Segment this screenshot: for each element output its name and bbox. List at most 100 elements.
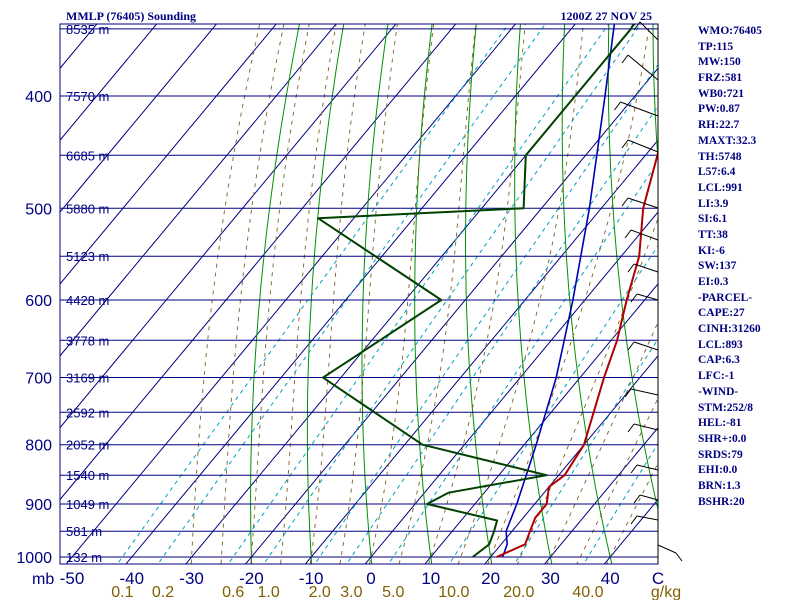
wind-barb <box>636 515 659 521</box>
mixing-ratio-label: 40.0 <box>572 584 603 600</box>
dry-adiabat-line <box>306 24 345 564</box>
height-level-label: 132 m <box>66 550 102 565</box>
isotherm-line <box>424 283 658 564</box>
mixing-ratio-line <box>513 338 658 564</box>
wind-barb <box>639 21 659 41</box>
dry-adiabat-lines <box>250 24 658 564</box>
wind-barb <box>636 464 659 471</box>
pressure-tick-label: 1000 <box>16 550 52 567</box>
height-level-label: 5123 m <box>66 249 109 264</box>
index-line: EI:0.3 <box>698 276 729 288</box>
wind-barb <box>627 197 659 209</box>
height-level-label: 7570 m <box>66 89 109 104</box>
temperature-tick-label: 0 <box>366 569 375 588</box>
temperature-tick-label: 40 <box>601 569 620 588</box>
index-line: L57:6.4 <box>698 166 736 179</box>
height-level-label: 1540 m <box>66 468 109 483</box>
index-line: -WIND- <box>698 385 739 398</box>
pressure-tick-label: 800 <box>25 438 52 455</box>
wind-barb-flag <box>627 341 635 351</box>
isotherm-line <box>60 24 158 141</box>
sounding-profiles <box>317 24 658 558</box>
mixing-ratio-label: 20.0 <box>503 584 534 600</box>
temperature-line <box>496 148 658 558</box>
moist-adiabat-line <box>280 24 337 564</box>
mixing-ratio-line <box>116 24 510 564</box>
wind-barb-flag <box>627 423 635 433</box>
isotherm-lines <box>0 0 658 582</box>
wind-barb-flag <box>630 293 638 303</box>
index-line: RH:22.7 <box>698 119 740 132</box>
mixing-ratio-label: 0.1 <box>111 584 133 600</box>
isotherm-line <box>60 24 337 357</box>
index-line: WB0:721 <box>698 87 744 100</box>
index-line: PW:0.87 <box>698 103 740 116</box>
height-level-label: 2592 m <box>66 405 109 420</box>
mixing-ratio-lines <box>116 24 658 564</box>
mixing-ratio-line <box>157 24 547 564</box>
wind-barb-flag <box>627 263 635 273</box>
index-line: SI:6.1 <box>698 213 728 226</box>
isotherm-line <box>0 0 602 582</box>
dry-adiabat-line <box>361 24 389 564</box>
mixing-ratio-axis: 0.1 0.2 0.6 1.0 2.0 3.0 5.0 10.0 20.0 40.0 g/kg <box>111 584 681 600</box>
moist-adiabat-line <box>487 24 650 564</box>
moist-adiabat-line <box>250 24 310 564</box>
wind-barb <box>633 263 659 273</box>
mixing-ratio-line <box>346 105 658 564</box>
height-level-label: 8535 m <box>66 22 109 37</box>
mixing-ratio-label: 0.6 <box>222 584 244 600</box>
index-line: WMO:76405 <box>698 25 762 37</box>
wind-barb <box>639 494 659 501</box>
moist-adiabat-line <box>309 24 366 564</box>
wind-barb-flag <box>633 21 641 31</box>
temperature-tick-label: -50 <box>60 569 85 588</box>
wind-barb-flag <box>624 388 632 398</box>
moist-adiabat-line <box>368 24 435 564</box>
wind-barb-flag <box>624 229 632 239</box>
temperature-tick-label: 30 <box>541 569 560 588</box>
temperature-tick-label: 20 <box>481 569 500 588</box>
index-line: LCL:991 <box>698 181 743 194</box>
isotherm-line <box>364 211 658 564</box>
wind-barb <box>627 139 659 153</box>
height-level-label: 3778 m <box>66 333 109 348</box>
pressure-axis: 1002003004005006007008009001000mb <box>16 89 54 588</box>
pressure-tick-label: 600 <box>25 293 52 310</box>
height-level-label: 2052 m <box>66 438 109 453</box>
height-level-label: 1049 m <box>66 497 109 512</box>
index-line: SHR+:0.0 <box>698 432 747 445</box>
temperature-tick-label: -40 <box>120 569 145 588</box>
index-line: STM:252/8 <box>698 401 753 414</box>
wind-barb <box>633 423 659 431</box>
isotherm-line <box>60 24 218 213</box>
pressure-tick-label: 900 <box>25 497 52 514</box>
height-level-label: 5880 m <box>66 201 109 216</box>
wind-barb-flag <box>630 464 638 474</box>
index-line: BRN:1.3 <box>698 479 741 492</box>
dewpoint-line <box>317 24 635 558</box>
pressure-tick-label: 500 <box>25 201 52 218</box>
moist-adiabat-line <box>190 24 261 564</box>
index-line: LCL:893 <box>698 338 743 351</box>
station-title: MMLP (76405) Sounding <box>66 9 196 23</box>
mixing-ratio-label: 2.0 <box>309 584 331 600</box>
height-labels: 16460 m14100 m12330 m10870 m9630 m8535 m… <box>66 22 109 565</box>
moist-adiabat-line <box>220 24 285 564</box>
height-level-label: 581 m <box>66 524 102 539</box>
index-line: SW:137 <box>698 260 737 273</box>
isotherm-line <box>484 355 658 564</box>
dry-adiabat-line <box>465 24 493 564</box>
wind-barb <box>633 341 659 351</box>
isotherm-line <box>125 24 576 564</box>
index-line: MAXT:32.3 <box>698 134 757 147</box>
index-line: TP:115 <box>698 40 734 53</box>
wind-barb-flag <box>614 101 621 111</box>
mixing-ratio-line <box>448 244 658 564</box>
pressure-unit-label: mb <box>32 571 54 588</box>
wind-barb-flag <box>621 54 629 64</box>
wind-barb <box>636 293 659 301</box>
isotherm-line <box>60 24 397 429</box>
height-level-label: 6685 m <box>66 148 109 163</box>
